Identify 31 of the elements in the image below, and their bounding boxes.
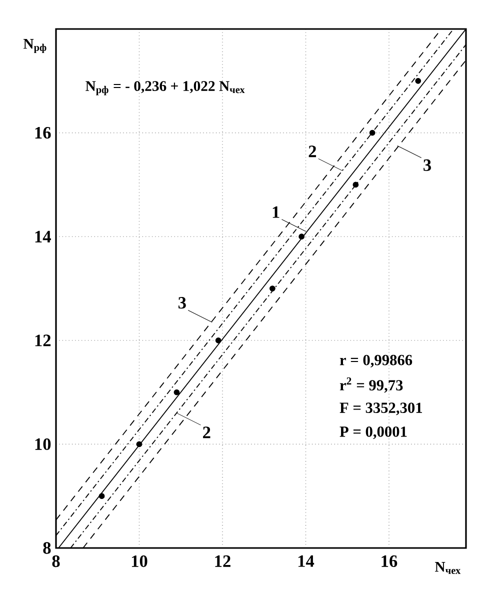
y-axis-title: N$_{рф}$ xyxy=(23,39,46,54)
point xyxy=(298,234,305,240)
x-axis-title: N$_{чех}$ xyxy=(435,562,461,574)
y-tick-label: 10 xyxy=(35,438,51,450)
y-tick-label: 12 xyxy=(35,334,51,346)
annotation: 3 xyxy=(424,159,431,172)
point xyxy=(415,78,422,84)
point xyxy=(352,182,359,188)
annotation: 1 xyxy=(272,206,280,218)
x-tick-label: 16 xyxy=(382,555,398,568)
x-tick-label: 12 xyxy=(215,555,230,567)
point xyxy=(174,389,180,396)
x-tick-label: 10 xyxy=(132,555,148,568)
x-tick-label: 8 xyxy=(52,555,60,568)
point xyxy=(136,441,142,448)
y-tick-label: 14 xyxy=(35,230,51,242)
point xyxy=(369,130,376,136)
point xyxy=(98,493,105,500)
annotation: F = 3352,301 xyxy=(340,402,422,416)
y-tick-label: 8 xyxy=(43,542,51,554)
point xyxy=(270,286,276,292)
annotation: r$^{2}$ = 99,73 xyxy=(340,377,403,393)
y-tick-label: 16 xyxy=(35,126,51,139)
annotation: 2 xyxy=(308,146,316,158)
x-tick-label: 14 xyxy=(298,555,314,567)
annotation: P = 0,0001 xyxy=(340,426,407,440)
annotation: 2 xyxy=(203,426,210,438)
point xyxy=(215,337,222,344)
annotation: r = 0,99866 xyxy=(340,354,412,368)
annotation: N$_{рф}$ = - 0,236 + 1,022 N$_{чех}$ xyxy=(86,81,245,96)
annotation: 3 xyxy=(178,296,186,309)
